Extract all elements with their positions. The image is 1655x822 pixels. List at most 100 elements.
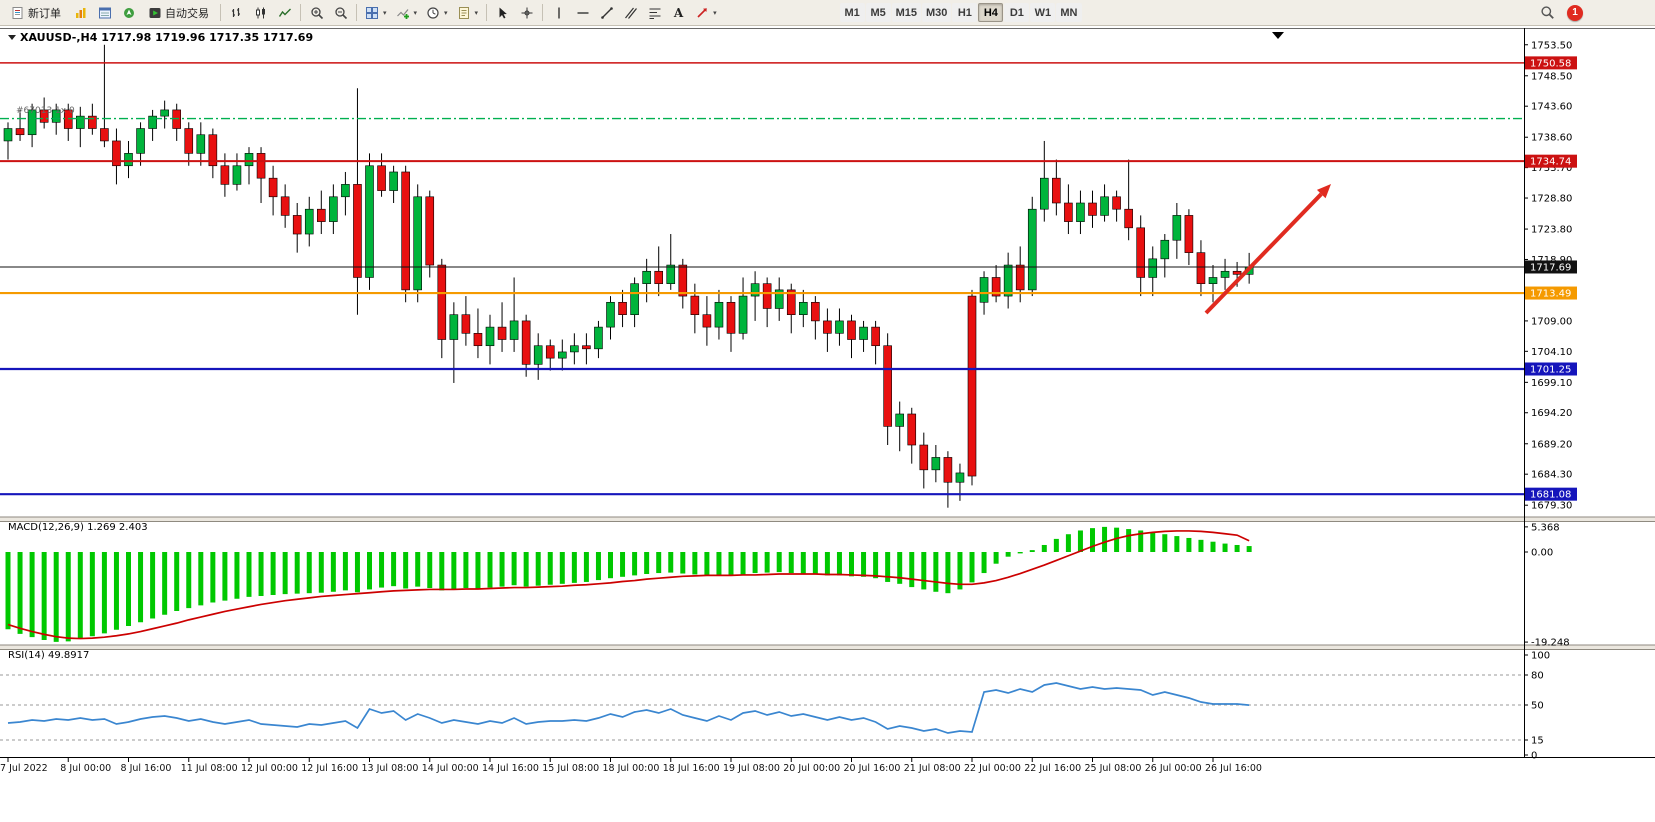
search-icon <box>1541 6 1554 19</box>
svg-text:-19.248: -19.248 <box>1531 638 1570 649</box>
svg-text:1699.10: 1699.10 <box>1531 378 1572 389</box>
new-order-label: 新订单 <box>28 7 61 20</box>
svg-text:1679.30: 1679.30 <box>1531 501 1572 512</box>
tile-windows-button[interactable]: ▾ <box>361 2 391 23</box>
tile-windows-icon <box>366 6 378 19</box>
bar-chart-icon <box>231 7 240 17</box>
svg-text:26 Jul 16:00: 26 Jul 16:00 <box>1205 763 1262 774</box>
dropdown-caret-icon: ▾ <box>444 9 448 17</box>
svg-text:21 Jul 08:00: 21 Jul 08:00 <box>904 763 961 774</box>
svg-text:1681.08: 1681.08 <box>1530 490 1571 501</box>
svg-text:1701.25: 1701.25 <box>1530 364 1571 375</box>
autotrading-icon <box>149 7 161 18</box>
navigator-icon <box>123 7 134 18</box>
svg-text:1748.50: 1748.50 <box>1531 71 1572 82</box>
clock-icon <box>427 6 439 19</box>
svg-text:50: 50 <box>1531 701 1544 712</box>
timeframe-m5[interactable]: M5 <box>865 3 891 22</box>
svg-text:1743.60: 1743.60 <box>1531 102 1572 113</box>
arrow-tool-icon <box>697 7 707 18</box>
svg-text:1718.90: 1718.90 <box>1531 255 1572 266</box>
search-button[interactable] <box>1536 2 1559 23</box>
dropdown-caret-icon: ▾ <box>383 9 387 17</box>
vertical-line-button[interactable] <box>547 2 570 23</box>
arrows-tool-button[interactable]: ▾ <box>691 2 721 23</box>
timeframe-d1[interactable]: D1 <box>1004 3 1030 22</box>
svg-text:13 Jul 08:00: 13 Jul 08:00 <box>362 763 419 774</box>
order-label: #67013 1x 0 <box>16 106 75 116</box>
dropdown-caret-icon: ▾ <box>713 9 717 17</box>
timeframe-mn[interactable]: MN <box>1056 3 1082 22</box>
market-watch-button[interactable] <box>69 2 92 23</box>
symbol-header: XAUUSD-,H4 1717.98 1719.96 1717.35 1717.… <box>8 31 313 44</box>
candlestick-chart-button[interactable] <box>249 2 272 23</box>
crosshair-button[interactable] <box>515 2 538 23</box>
autotrading-button[interactable]: 自动交易 <box>141 2 216 23</box>
svg-text:1689.20: 1689.20 <box>1531 439 1572 450</box>
channel-button[interactable] <box>619 2 642 23</box>
toolbar-separator <box>542 4 544 21</box>
svg-text:1723.80: 1723.80 <box>1531 225 1572 236</box>
svg-text:1728.80: 1728.80 <box>1531 194 1572 205</box>
svg-text:11 Jul 08:00: 11 Jul 08:00 <box>181 763 238 774</box>
data-window-button[interactable] <box>93 2 116 23</box>
svg-text:22 Jul 00:00: 22 Jul 00:00 <box>964 763 1021 774</box>
notification-badge[interactable]: 1 <box>1567 4 1583 21</box>
symbol-dropdown-icon[interactable] <box>8 35 16 40</box>
zoom-in-icon <box>310 6 323 19</box>
timeframe-h4[interactable]: H4 <box>978 3 1004 22</box>
cursor-button[interactable] <box>491 2 514 23</box>
horizontal-line-button[interactable] <box>571 2 594 23</box>
market-watch-icon <box>75 7 85 18</box>
toolbar: 新订单 自动交易 <box>0 0 1655 26</box>
toolbar-right-group: 1 <box>1536 2 1583 23</box>
timeframe-w1[interactable]: W1 <box>1030 3 1056 22</box>
symbol-ohlc-text: XAUUSD-,H4 1717.98 1719.96 1717.35 1717.… <box>20 31 314 44</box>
text-tool-button[interactable]: A <box>667 2 690 23</box>
navigator-button[interactable] <box>117 2 140 23</box>
timeframe-h1[interactable]: H1 <box>952 3 978 22</box>
svg-text:1709.00: 1709.00 <box>1531 316 1572 327</box>
svg-text:12 Jul 00:00: 12 Jul 00:00 <box>241 763 298 774</box>
svg-text:20 Jul 00:00: 20 Jul 00:00 <box>783 763 840 774</box>
svg-text:15: 15 <box>1531 736 1544 747</box>
line-chart-button[interactable] <box>273 2 296 23</box>
new-order-icon <box>12 6 23 19</box>
svg-text:19 Jul 08:00: 19 Jul 08:00 <box>723 763 780 774</box>
svg-text:1684.30: 1684.30 <box>1531 470 1572 481</box>
candlestick-chart-icon <box>255 7 265 18</box>
channel-icon <box>624 7 637 19</box>
dropdown-caret-icon: ▾ <box>474 9 479 17</box>
toolbar-separator <box>300 4 301 21</box>
bar-chart-button[interactable] <box>225 2 248 23</box>
zoom-out-button[interactable] <box>329 2 352 23</box>
new-order-button[interactable]: 新订单 <box>4 2 68 23</box>
toolbar-separator <box>356 4 357 21</box>
horizontal-line-icon <box>577 11 589 14</box>
svg-text:8 Jul 16:00: 8 Jul 16:00 <box>121 763 172 774</box>
timeframe-m15[interactable]: M15 <box>891 3 921 22</box>
svg-text:1734.74: 1734.74 <box>1530 157 1571 168</box>
svg-text:7 Jul 2022: 7 Jul 2022 <box>0 763 48 774</box>
timeframe-m30[interactable]: M30 <box>921 3 952 22</box>
periods-button[interactable]: ▾ <box>422 2 452 23</box>
svg-text:25 Jul 08:00: 25 Jul 08:00 <box>1085 763 1142 774</box>
svg-text:14 Jul 00:00: 14 Jul 00:00 <box>422 763 479 774</box>
svg-text:1738.60: 1738.60 <box>1531 133 1572 144</box>
line-chart-icon <box>278 8 291 17</box>
svg-text:18 Jul 00:00: 18 Jul 00:00 <box>603 763 660 774</box>
indicators-button[interactable]: ▾ <box>392 2 422 23</box>
timeframe-group: M1 M5 M15 M30 H1 H4 D1 W1 MN <box>839 3 1082 22</box>
svg-text:1713.49: 1713.49 <box>1530 289 1571 300</box>
svg-text:0: 0 <box>1531 751 1537 762</box>
zoom-out-icon <box>334 6 347 19</box>
templates-button[interactable]: ▾ <box>453 2 483 23</box>
svg-text:8 Jul 00:00: 8 Jul 00:00 <box>60 763 111 774</box>
trendline-button[interactable] <box>595 2 618 23</box>
macd-indicator-label: MACD(12,26,9) 1.269 2.403 <box>8 522 148 533</box>
timeframe-m1[interactable]: M1 <box>839 3 865 22</box>
svg-text:1750.58: 1750.58 <box>1530 58 1571 69</box>
fibonacci-button[interactable] <box>643 2 666 23</box>
zoom-in-button[interactable] <box>305 2 328 23</box>
